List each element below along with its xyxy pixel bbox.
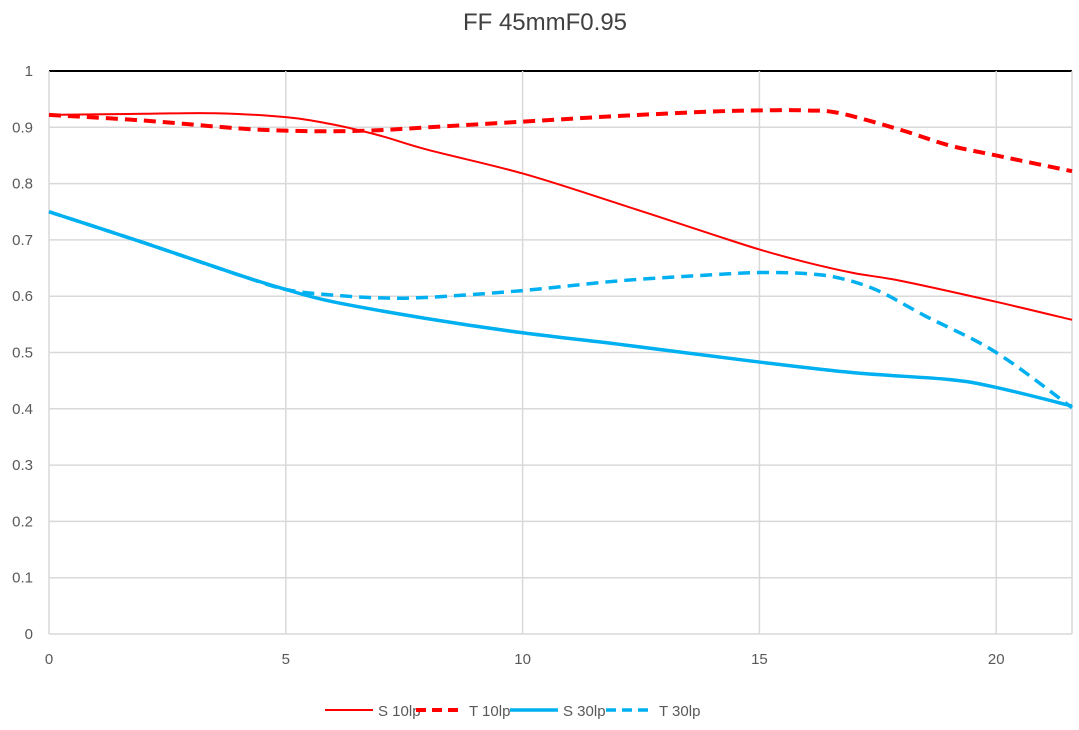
legend-item: T 30lp <box>606 703 700 720</box>
y-tick-label: 0.4 <box>12 401 33 418</box>
y-tick-label: 0.1 <box>12 570 33 587</box>
chart-title: FF 45mmF0.95 <box>463 9 627 36</box>
y-tick-label: 0 <box>25 626 33 643</box>
y-tick-label: 0.7 <box>12 232 33 249</box>
legend-label: S 10lp <box>378 703 421 720</box>
x-tick-label: 10 <box>514 651 531 668</box>
x-tick-label: 15 <box>751 651 768 668</box>
series-line-t-30lp <box>48 210 1074 410</box>
y-tick-label: 0.6 <box>12 288 33 305</box>
legend-item: S 10lp <box>325 703 421 720</box>
legend-label: T 10lp <box>469 703 510 720</box>
legend-label: S 30lp <box>563 703 606 720</box>
y-tick-label: 0.2 <box>12 513 33 530</box>
legend-item: T 10lp <box>416 703 510 720</box>
series-line-s-30lp <box>48 210 1073 408</box>
series-line-s-10lp <box>48 112 1073 321</box>
legend-label: T 30lp <box>659 703 700 720</box>
y-tick-label: 1 <box>25 63 33 80</box>
x-tick-label: 20 <box>988 651 1005 668</box>
x-tick-label: 0 <box>45 651 53 668</box>
x-tick-label: 5 <box>282 651 290 668</box>
y-tick-label: 0.3 <box>12 457 33 474</box>
y-tick-label: 0.8 <box>12 176 33 193</box>
series-line-t-10lp <box>48 108 1073 174</box>
y-tick-label: 0.9 <box>12 119 33 136</box>
legend-item: S 30lp <box>510 703 606 720</box>
y-tick-label: 0.5 <box>12 345 33 362</box>
